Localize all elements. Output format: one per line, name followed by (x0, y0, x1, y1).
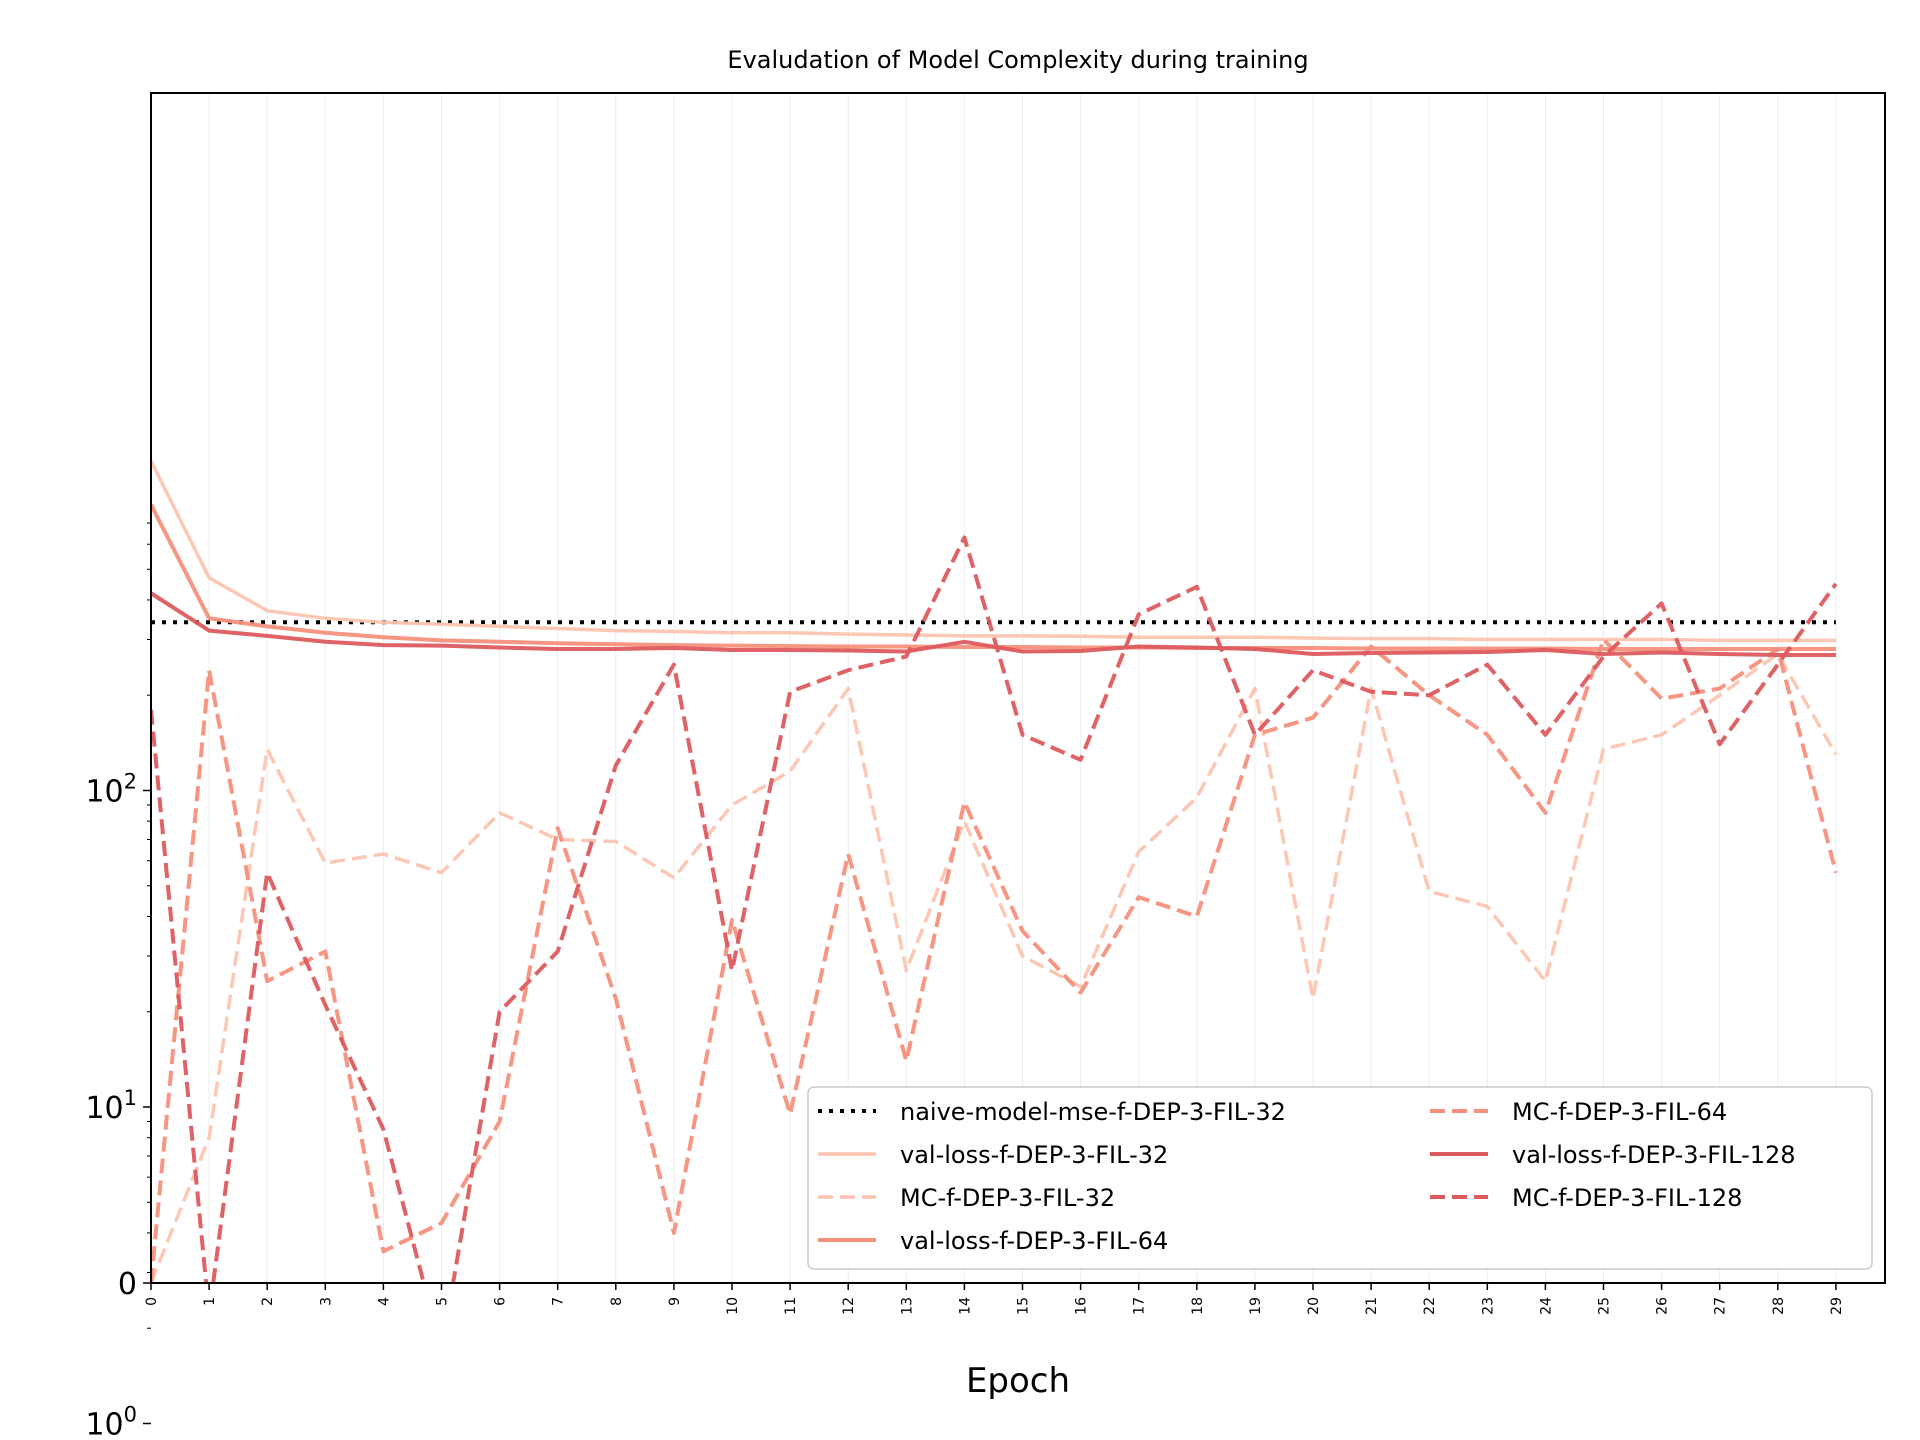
x-tick-label: 23 (1480, 1297, 1496, 1315)
x-tick-label: 20 (1306, 1297, 1322, 1315)
x-tick-label: 26 (1655, 1297, 1671, 1315)
y-axis: 0 100 101 102 (85, 522, 151, 1440)
plot-frame (150, 92, 1886, 1284)
legend-label: MC-f-DEP-3-FIL-32 (900, 1184, 1115, 1212)
legend-box (807, 1086, 1873, 1270)
series-line (151, 460, 1836, 643)
x-tick-label: 6 (493, 1297, 509, 1306)
x-tick-label: 12 (841, 1297, 857, 1315)
x-tick-label: 16 (1074, 1297, 1090, 1315)
x-tick-label: 1 (202, 1297, 218, 1306)
x-tick-label: 5 (435, 1297, 451, 1306)
x-tick-label: 14 (957, 1297, 973, 1315)
x-tick-label: 7 (551, 1297, 567, 1306)
y-tick-label: 101 (85, 1086, 137, 1126)
x-tick-label: 11 (783, 1297, 799, 1315)
y-tick-label: 102 (85, 770, 137, 810)
legend-label: MC-f-DEP-3-FIL-64 (1512, 1098, 1727, 1126)
x-tick-label: 10 (725, 1297, 741, 1315)
x-tick-label: 4 (376, 1297, 392, 1306)
series-line (151, 591, 1836, 657)
legend-label: val-loss-f-DEP-3-FIL-32 (900, 1141, 1168, 1169)
x-tick-label: 27 (1713, 1297, 1729, 1315)
x-tick-label: 8 (609, 1297, 625, 1306)
legend-label: val-loss-f-DEP-3-FIL-64 (900, 1227, 1168, 1255)
x-tick-label: 9 (667, 1297, 683, 1306)
x-tick-label: 3 (318, 1297, 334, 1306)
x-tick-label: 28 (1771, 1297, 1787, 1315)
chart-title: Evaludation of Model Complexity during t… (727, 46, 1308, 74)
series-line (151, 637, 1838, 1283)
x-tick-label: 18 (1190, 1297, 1206, 1315)
legend-label: val-loss-f-DEP-3-FIL-128 (1512, 1141, 1796, 1169)
y-tick-label: 100 (85, 1403, 137, 1440)
x-tick-label: 24 (1538, 1297, 1554, 1315)
x-tick-label: 15 (1016, 1297, 1032, 1315)
x-tick-label: 29 (1829, 1297, 1845, 1315)
x-axis: 0 1 2 3 4 5 6 7 8 9 10 11 12 13 14 15 16 17 18 19 20 21 22 23 24… (144, 1283, 1845, 1315)
legend-label: naive-model-mse-f-DEP-3-FIL-32 (900, 1098, 1286, 1126)
series-lines (151, 460, 1838, 1283)
series-line (151, 535, 1838, 1283)
legend-label: MC-f-DEP-3-FIL-128 (1512, 1184, 1742, 1212)
legend: naive-model-mse-f-DEP-3-FIL-32 val-loss-f… (807, 1086, 1873, 1270)
x-tick-label: 13 (899, 1297, 915, 1315)
x-axis-label: Epoch (966, 1361, 1070, 1401)
x-tick-label: 17 (1132, 1297, 1148, 1315)
x-tick-label: 22 (1422, 1297, 1438, 1315)
x-tick-label: 21 (1364, 1297, 1380, 1315)
x-tick-label: 25 (1597, 1297, 1613, 1315)
x-tick-label: 0 (144, 1297, 160, 1306)
series-line (151, 652, 1838, 1283)
x-tick-label: 2 (260, 1297, 276, 1306)
x-tick-label: 19 (1248, 1297, 1264, 1315)
y-tick-label: 0 (118, 1267, 137, 1302)
